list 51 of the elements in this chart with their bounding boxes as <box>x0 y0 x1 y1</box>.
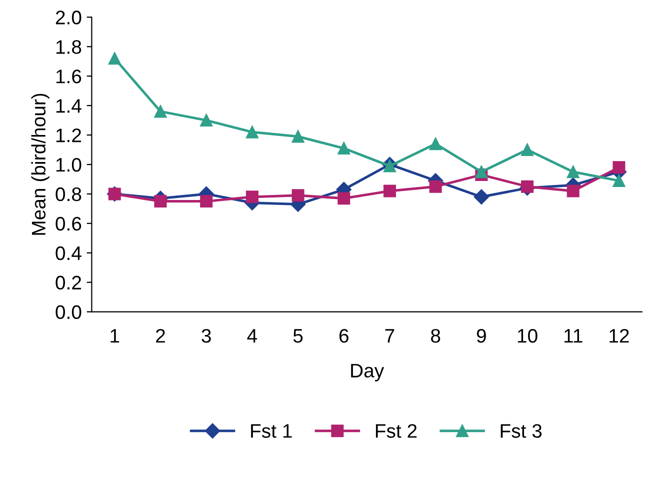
point <box>200 114 213 127</box>
point <box>292 130 304 143</box>
point <box>338 192 350 205</box>
y-tick-label: 0.4 <box>56 246 82 260</box>
point <box>429 138 442 150</box>
x-tick-label: 11 <box>564 329 582 343</box>
y-tick-label: 1.0 <box>56 158 82 172</box>
point <box>612 161 626 174</box>
point <box>612 174 626 187</box>
point <box>154 105 167 118</box>
y-axis-title: Mean (bird/hour) <box>31 94 50 235</box>
y-tick-label: 1.4 <box>56 99 82 113</box>
x-tick-label: 10 <box>518 328 538 343</box>
point <box>429 180 442 193</box>
point <box>521 144 534 156</box>
y-tick-label: 1.2 <box>56 128 82 142</box>
y-tick-label: 0.0 <box>56 305 82 320</box>
x-tick-label: 2 <box>156 328 165 343</box>
x-axis-title: Day <box>351 364 384 382</box>
point <box>338 142 350 155</box>
x-tick-label: 12 <box>610 328 629 343</box>
x-tick-label: 3 <box>202 328 211 343</box>
x-tick-label: 7 <box>385 329 394 343</box>
point <box>475 166 488 178</box>
legend-label: Fst 3 <box>500 424 542 438</box>
y-tick-label: 1.6 <box>56 70 82 84</box>
y-tick-label: 2.0 <box>56 10 82 24</box>
point <box>108 52 121 65</box>
x-tick-label: 6 <box>339 328 348 343</box>
point <box>246 126 258 138</box>
point <box>383 160 396 172</box>
legend-label: Fst 2 <box>376 424 417 438</box>
x-tick-label: 8 <box>431 328 440 343</box>
y-tick-label: 1.8 <box>56 40 82 54</box>
legend-label: Fst 1 <box>251 424 292 438</box>
point <box>200 195 213 208</box>
point <box>566 166 580 178</box>
y-tick-label: 0.8 <box>56 187 82 202</box>
point <box>154 195 167 208</box>
y-tick-label: 0.2 <box>56 276 82 290</box>
point <box>383 184 396 198</box>
x-tick-label: 4 <box>247 329 258 343</box>
x-tick-label: 1 <box>110 329 120 343</box>
point <box>521 180 534 193</box>
x-tick-label: 5 <box>293 329 303 343</box>
point <box>246 190 258 204</box>
point <box>292 189 304 202</box>
point <box>474 189 489 204</box>
point <box>566 184 580 198</box>
y-tick-label: 0.6 <box>56 216 82 231</box>
x-tick-label: 9 <box>476 328 486 343</box>
